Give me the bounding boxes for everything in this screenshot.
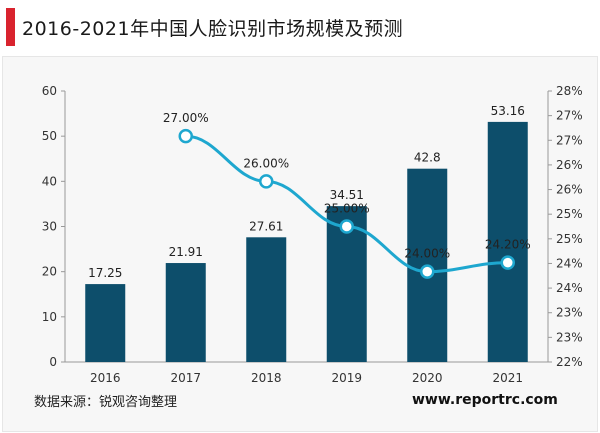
website-label: www.reportrc.com bbox=[412, 392, 558, 408]
left-tick-label: 60 bbox=[42, 84, 57, 98]
x-tick-label: 2021 bbox=[492, 371, 523, 385]
bar bbox=[246, 237, 287, 362]
bar-value-label: 21.91 bbox=[169, 245, 203, 259]
x-tick-label: 2020 bbox=[412, 371, 443, 385]
bar-value-label: 53.16 bbox=[491, 104, 525, 118]
line-point bbox=[339, 219, 354, 234]
right-tick-label: 26% bbox=[556, 158, 583, 172]
source-note: 数据来源：锐观咨询整理 bbox=[34, 395, 178, 410]
right-tick-label: 22% bbox=[556, 355, 583, 369]
line-point bbox=[178, 128, 193, 144]
bar-value-label: 34.51 bbox=[330, 188, 364, 202]
line-point bbox=[420, 264, 435, 279]
right-tick-label: 25% bbox=[556, 207, 583, 221]
left-tick-label: 0 bbox=[49, 355, 57, 369]
bar-value-label: 27.61 bbox=[249, 219, 283, 233]
x-tick-label: 2016 bbox=[90, 371, 121, 385]
bar bbox=[487, 121, 528, 362]
bar bbox=[85, 284, 126, 362]
line-value-label: 24.20% bbox=[485, 238, 531, 252]
left-tick-label: 10 bbox=[42, 310, 57, 324]
left-tick-label: 40 bbox=[42, 174, 57, 188]
line-point bbox=[500, 255, 515, 270]
line-value-label: 26.00% bbox=[243, 156, 289, 170]
right-tick-label: 27% bbox=[556, 109, 583, 123]
right-tick-label: 26% bbox=[556, 183, 583, 197]
line-value-label: 25.00% bbox=[324, 202, 370, 216]
bar-value-label: 42.8 bbox=[414, 151, 441, 165]
left-tick-label: 30 bbox=[42, 220, 57, 234]
x-tick-label: 2017 bbox=[170, 371, 201, 385]
bar bbox=[165, 263, 206, 362]
line-value-label: 24.00% bbox=[404, 247, 450, 261]
chart-title: 2016-2021年中国人脸识别市场规模及预测 bbox=[22, 18, 404, 40]
x-tick-label: 2018 bbox=[251, 371, 282, 385]
right-tick-label: 24% bbox=[556, 256, 583, 270]
title-accent-bar bbox=[6, 8, 15, 46]
right-tick-label: 27% bbox=[556, 133, 583, 147]
right-tick-label: 28% bbox=[556, 84, 583, 98]
right-tick-label: 23% bbox=[556, 330, 583, 344]
right-tick-label: 23% bbox=[556, 306, 583, 320]
x-tick-label: 2019 bbox=[331, 371, 362, 385]
left-tick-label: 20 bbox=[42, 265, 57, 279]
line-point bbox=[259, 174, 274, 189]
line-value-label: 27.00% bbox=[163, 111, 209, 125]
right-tick-label: 24% bbox=[556, 281, 583, 295]
left-tick-label: 50 bbox=[42, 129, 57, 143]
right-tick-label: 25% bbox=[556, 232, 583, 246]
bar-value-label: 17.25 bbox=[88, 266, 122, 280]
